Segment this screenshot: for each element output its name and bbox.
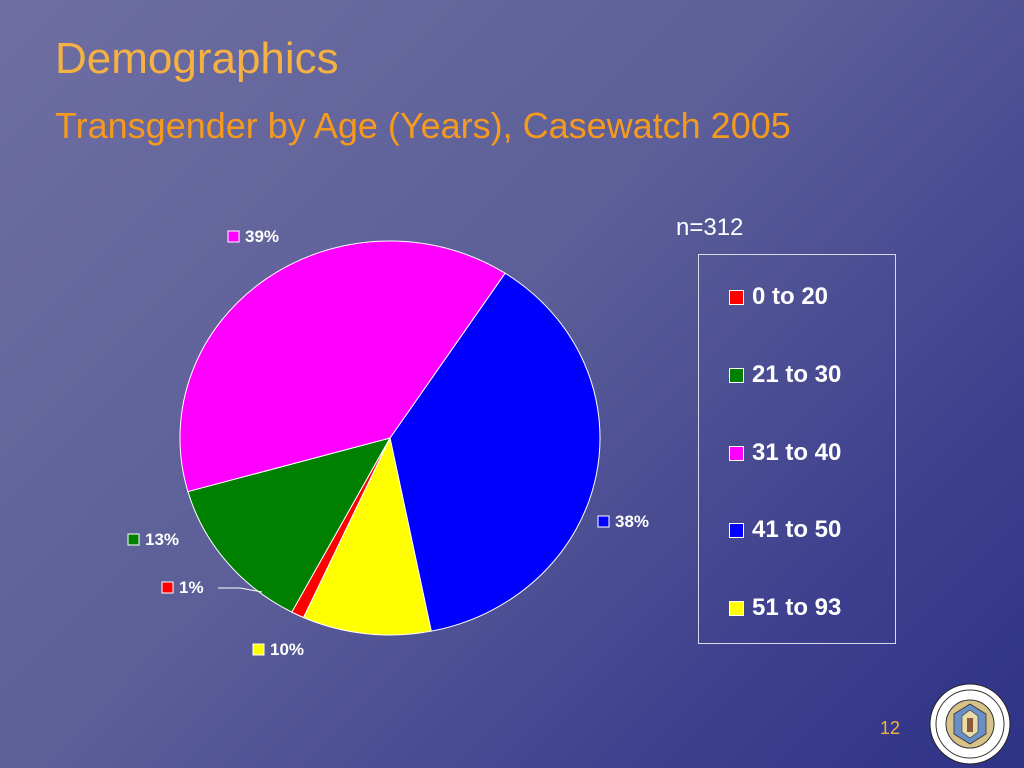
data-label-swatch-0 — [161, 581, 174, 594]
page-number: 12 — [880, 718, 901, 738]
legend-swatch-41-to-50 — [729, 522, 744, 538]
legend-swatch-0-to-20 — [729, 289, 744, 305]
legend-swatch-31-to-40 — [729, 445, 744, 461]
slide-subtitle: Transgender by Age (Years), Casewatch 20… — [55, 105, 791, 146]
legend-swatch-51-to-93 — [729, 600, 744, 616]
data-label-swatch-3 — [597, 515, 610, 528]
pie-slice-21-to-30 — [187, 437, 392, 613]
pie-slice-51-to-93 — [302, 436, 432, 636]
legend-label-0-to-20: 0 to 20 — [752, 283, 829, 310]
legend-item-41-to-50: 41 to 50 — [729, 516, 841, 544]
data-label-swatch-4 — [252, 643, 265, 656]
data-label-31-to-40: 39% — [245, 227, 279, 246]
legend-swatch-21-to-30 — [729, 367, 744, 383]
data-label-41-to-50: 38% — [615, 512, 649, 531]
data-label-0-to-20: 1% — [179, 578, 204, 597]
data-label-swatch-1 — [127, 533, 140, 546]
pie-slice-31-to-40 — [179, 240, 506, 493]
sample-size-label: n=312 — [676, 214, 744, 241]
pie-slice-41-to-50 — [389, 272, 601, 632]
legend-item-0-to-20: 0 to 20 — [729, 283, 828, 311]
legend-label-31-to-40: 31 to 40 — [752, 439, 842, 466]
legend-item-31-to-40: 31 to 40 — [729, 439, 841, 467]
data-label-21-to-30: 13% — [145, 530, 179, 549]
data-label-swatch-2 — [227, 230, 240, 243]
legend-label-21-to-30: 21 to 30 — [752, 361, 842, 388]
legend-label-51-to-93: 51 to 93 — [752, 594, 842, 621]
legend-item-51-to-93: 51 to 93 — [729, 594, 841, 622]
legend-item-21-to-30: 21 to 30 — [729, 361, 841, 389]
legend-label-41-to-50: 41 to 50 — [752, 516, 842, 543]
leader-line-0-to-20 — [218, 587, 263, 593]
slide-title: Demographics — [55, 34, 339, 83]
data-label-51-to-93: 10% — [270, 640, 304, 659]
county-seal-logo — [929, 683, 1011, 765]
chart-legend: 0 to 20 21 to 30 31 to 40 41 to 50 51 to… — [698, 254, 896, 644]
